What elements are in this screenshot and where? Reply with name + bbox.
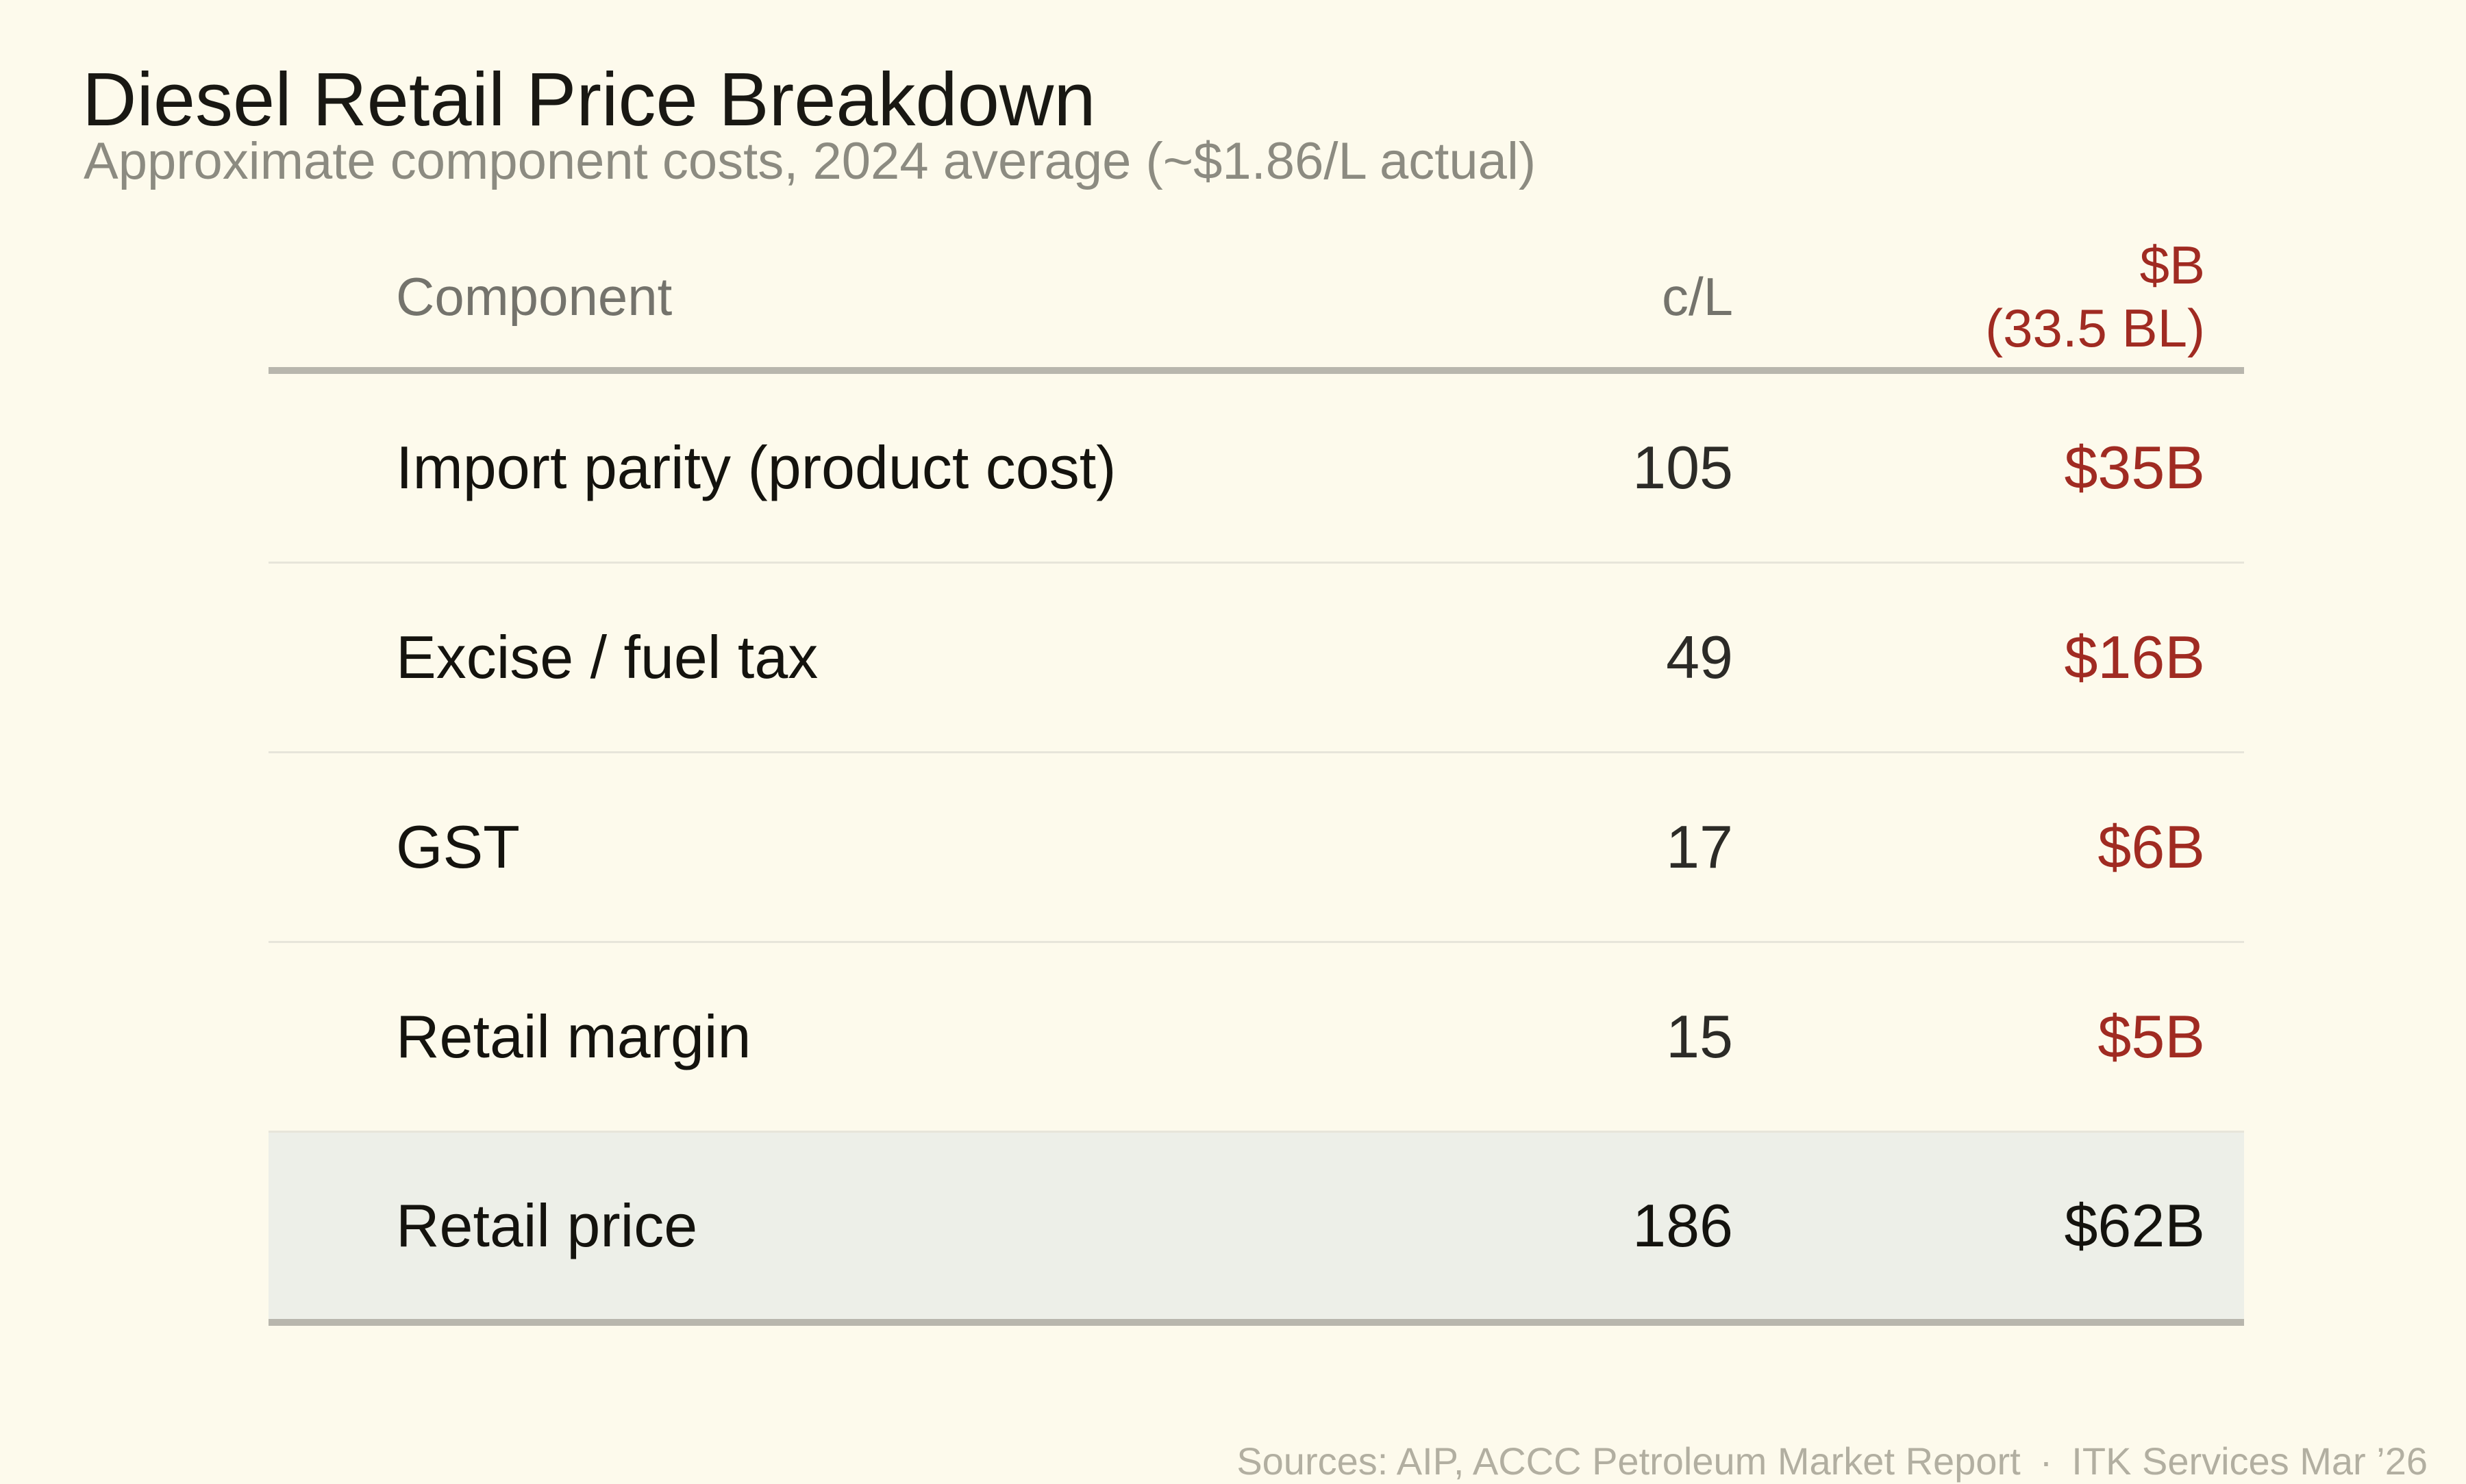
column-header-component: Component: [396, 266, 673, 327]
row-label: Excise / fuel tax: [396, 623, 819, 691]
header-rule: [269, 367, 2244, 374]
total-row-cents-per-litre: 186: [1632, 1192, 1733, 1259]
row-label: Retail margin: [396, 1003, 751, 1070]
row-cents-per-litre: 49: [1666, 623, 1733, 691]
row-billions: $5B: [2097, 1003, 2205, 1070]
table-row-import-parity: Import parity (product cost) 105 $35B: [269, 374, 2244, 564]
table-header-row: Component c/L $B (33.5 BL): [269, 226, 2244, 367]
table-row-excise: Excise / fuel tax 49 $16B: [269, 564, 2244, 753]
total-row-billions: $62B: [2064, 1192, 2205, 1259]
column-header-billions-line1: $B: [2139, 234, 2205, 295]
row-label: GST: [396, 813, 520, 881]
table-row-retail-price-total: Retail price 186 $62B: [269, 1133, 2244, 1326]
total-row-label: Retail price: [396, 1192, 698, 1259]
row-cents-per-litre: 17: [1666, 813, 1733, 881]
row-cents-per-litre: 105: [1632, 433, 1733, 501]
row-billions: $6B: [2097, 813, 2205, 881]
column-header-billions: $B (33.5 BL): [1733, 234, 2244, 360]
page-title: Diesel Retail Price Breakdown: [82, 58, 1096, 142]
table-row-retail-margin: Retail margin 15 $5B: [269, 943, 2244, 1133]
price-breakdown-table: Component c/L $B (33.5 BL) Import parity…: [269, 226, 2244, 1326]
row-billions: $35B: [2064, 433, 2205, 501]
row-billions: $16B: [2064, 623, 2205, 691]
source-note: Sources: AIP, ACCC Petroleum Market Repo…: [1236, 1439, 2428, 1483]
row-cents-per-litre: 15: [1666, 1003, 1733, 1070]
page-subtitle: Approximate component costs, 2024 averag…: [84, 132, 1536, 190]
row-label: Import parity (product cost): [396, 433, 1117, 501]
table-row-gst: GST 17 $6B: [269, 753, 2244, 943]
column-header-billions-line2: (33.5 BL): [1985, 298, 2205, 358]
column-header-cents-per-litre: c/L: [1661, 266, 1733, 327]
